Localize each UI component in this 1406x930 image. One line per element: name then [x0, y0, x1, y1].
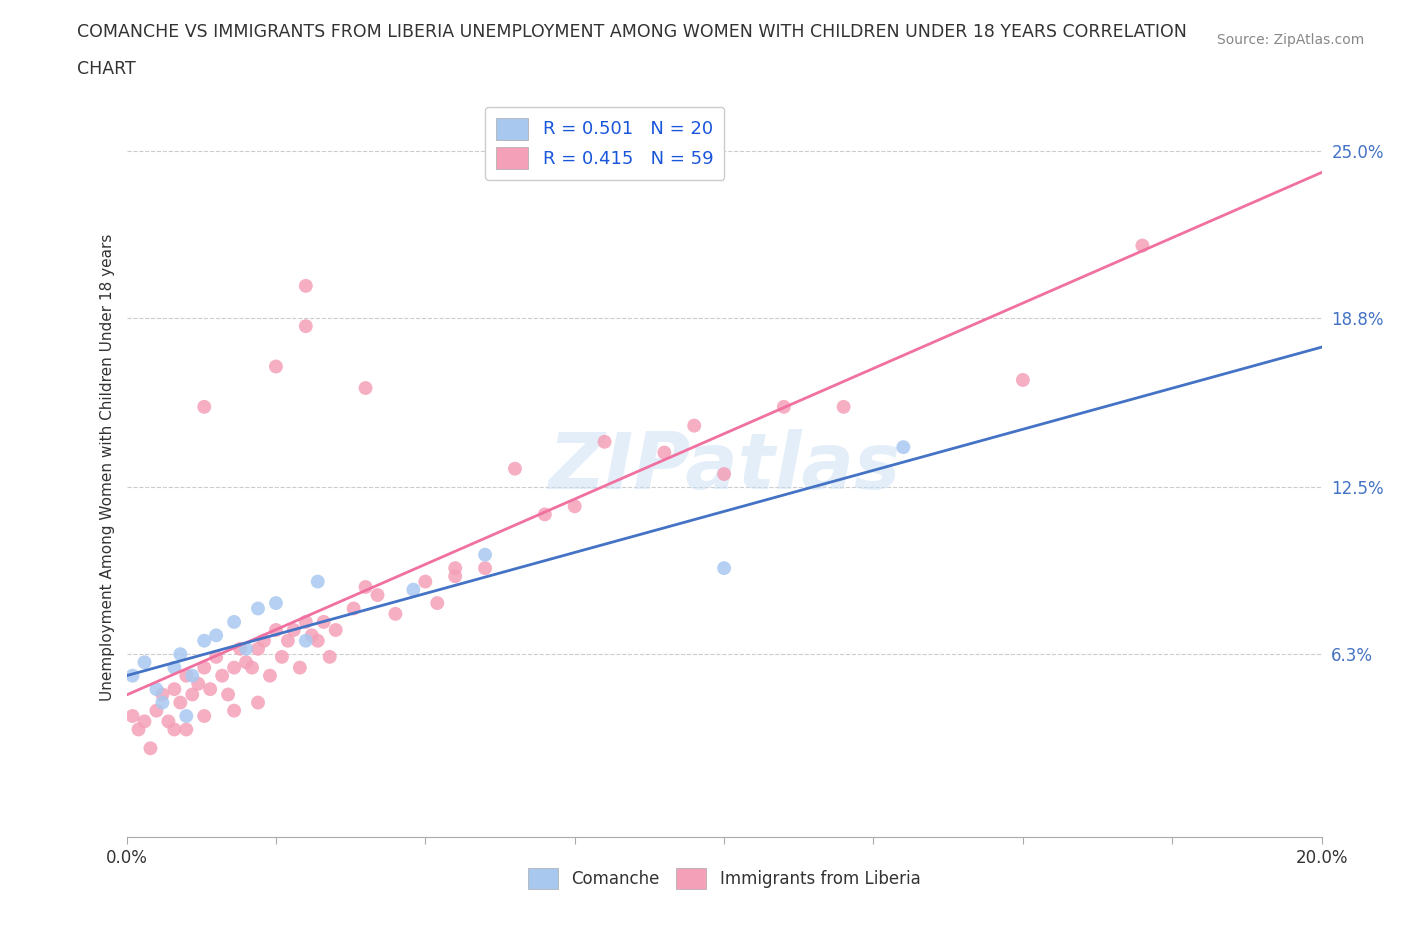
- Point: [157, 714, 180, 729]
- Point: [307, 574, 329, 589]
- Point: [534, 507, 557, 522]
- Point: [121, 669, 143, 684]
- Text: ZIPatlas: ZIPatlas: [548, 430, 900, 505]
- Point: [474, 561, 496, 576]
- Point: [312, 615, 335, 630]
- Point: [145, 703, 167, 718]
- Point: [174, 709, 197, 724]
- Point: [713, 561, 735, 576]
- Point: [181, 669, 204, 684]
- Text: Source: ZipAtlas.com: Source: ZipAtlas.com: [1216, 33, 1364, 46]
- Point: [832, 399, 855, 414]
- Point: [773, 399, 796, 414]
- Point: [683, 418, 706, 433]
- Point: [174, 722, 197, 737]
- Point: [264, 359, 287, 374]
- Point: [444, 569, 467, 584]
- Point: [564, 498, 586, 513]
- Point: [294, 319, 316, 334]
- Point: [134, 714, 156, 729]
- Point: [593, 434, 616, 449]
- Point: [193, 660, 215, 675]
- Point: [145, 682, 167, 697]
- Point: [200, 682, 222, 697]
- Point: [325, 622, 347, 637]
- Point: [163, 722, 186, 737]
- Point: [893, 440, 915, 455]
- Point: [152, 695, 174, 710]
- Point: [139, 741, 162, 756]
- Point: [222, 703, 246, 718]
- Point: [713, 467, 735, 482]
- Point: [163, 682, 186, 697]
- Point: [1130, 238, 1153, 253]
- Point: [253, 633, 276, 648]
- Point: [247, 695, 270, 710]
- Point: [211, 669, 233, 684]
- Point: [294, 615, 316, 630]
- Point: [163, 660, 186, 675]
- Point: [354, 579, 377, 594]
- Point: [444, 561, 467, 576]
- Point: [181, 687, 204, 702]
- Point: [235, 642, 257, 657]
- Point: [264, 622, 287, 637]
- Point: [366, 588, 388, 603]
- Point: [169, 646, 191, 661]
- Point: [652, 445, 675, 460]
- Point: [247, 642, 270, 657]
- Point: [343, 601, 366, 616]
- Point: [301, 628, 323, 643]
- Point: [127, 722, 149, 737]
- Point: [235, 655, 257, 670]
- Point: [294, 633, 316, 648]
- Point: [222, 660, 246, 675]
- Point: [270, 649, 294, 664]
- Point: [503, 461, 526, 476]
- Point: [318, 649, 342, 664]
- Point: [415, 574, 437, 589]
- Point: [384, 606, 406, 621]
- Point: [354, 380, 377, 395]
- Point: [187, 676, 209, 691]
- Y-axis label: Unemployment Among Women with Children Under 18 years: Unemployment Among Women with Children U…: [100, 233, 115, 701]
- Point: [217, 687, 239, 702]
- Point: [259, 669, 281, 684]
- Point: [264, 595, 287, 610]
- Point: [426, 595, 449, 610]
- Legend: Comanche, Immigrants from Liberia: Comanche, Immigrants from Liberia: [522, 861, 927, 896]
- Point: [205, 628, 228, 643]
- Point: [277, 633, 299, 648]
- Point: [134, 655, 156, 670]
- Point: [240, 660, 263, 675]
- Point: [121, 709, 143, 724]
- Point: [152, 687, 174, 702]
- Point: [193, 633, 215, 648]
- Point: [174, 669, 197, 684]
- Point: [283, 622, 305, 637]
- Text: CHART: CHART: [77, 60, 136, 78]
- Point: [1011, 373, 1033, 388]
- Point: [229, 642, 252, 657]
- Point: [247, 601, 270, 616]
- Point: [307, 633, 329, 648]
- Point: [402, 582, 425, 597]
- Point: [205, 649, 228, 664]
- Point: [222, 615, 246, 630]
- Point: [474, 547, 496, 562]
- Point: [193, 709, 215, 724]
- Text: COMANCHE VS IMMIGRANTS FROM LIBERIA UNEMPLOYMENT AMONG WOMEN WITH CHILDREN UNDER: COMANCHE VS IMMIGRANTS FROM LIBERIA UNEM…: [77, 23, 1187, 41]
- Point: [288, 660, 311, 675]
- Point: [193, 399, 215, 414]
- Point: [169, 695, 191, 710]
- Point: [294, 278, 316, 293]
